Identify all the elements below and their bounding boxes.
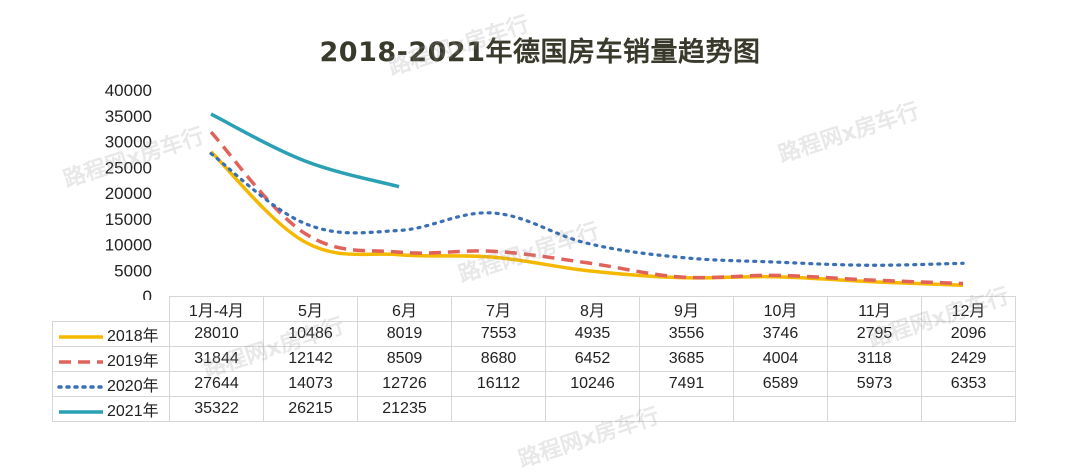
data-cell xyxy=(639,396,734,422)
legend-line-icon xyxy=(59,410,103,414)
y-tick-label: 5000 xyxy=(114,261,152,280)
data-cell: 6353 xyxy=(921,371,1016,397)
data-cell: 3685 xyxy=(639,346,734,372)
table-row: 2019年 31844 12142 8509 8680 6452 3685 4004 3118 2… xyxy=(52,346,1016,372)
data-cell: 3118 xyxy=(827,346,922,372)
legend-entry: 2020年 xyxy=(52,371,170,397)
data-cell: 2795 xyxy=(827,321,922,347)
data-cell: 12142 xyxy=(263,346,358,372)
data-cell: 6452 xyxy=(545,346,640,372)
y-tick-label: 10000 xyxy=(105,236,152,255)
table-corner xyxy=(52,296,170,322)
category-label: 5月 xyxy=(263,296,358,322)
category-label: 8月 xyxy=(545,296,640,322)
data-cell: 12726 xyxy=(357,371,452,397)
y-tick-label: 30000 xyxy=(105,133,152,152)
series-line-2019年 xyxy=(209,130,964,286)
data-cell: 5973 xyxy=(827,371,922,397)
table-header-row: 1月-4月 5月 6月 7月 8月 9月 10月 11月 12月 xyxy=(52,296,1016,322)
data-cell: 14073 xyxy=(263,371,358,397)
y-tick-label: 0 xyxy=(143,287,152,300)
y-tick-label: 15000 xyxy=(105,210,152,229)
y-tick-label: 40000 xyxy=(105,81,152,100)
data-cell: 10486 xyxy=(263,321,358,347)
table-row: 2021年 35322 26215 21235 xyxy=(52,396,1016,422)
data-cell xyxy=(733,396,828,422)
data-cell: 4935 xyxy=(545,321,640,347)
data-cell: 10246 xyxy=(545,371,640,397)
data-cell: 6589 xyxy=(733,371,828,397)
data-cell: 2096 xyxy=(921,321,1016,347)
data-cell: 4004 xyxy=(733,346,828,372)
line-chart: 40000 35000 30000 25000 20000 15000 10000 5000 0 xyxy=(105,81,965,300)
data-cell: 3556 xyxy=(639,321,734,347)
data-cell: 7553 xyxy=(451,321,546,347)
legend-label: 2018年 xyxy=(107,328,159,345)
data-cell: 2429 xyxy=(921,346,1016,372)
legend-line-icon xyxy=(59,360,103,364)
category-label: 10月 xyxy=(733,296,828,322)
data-cell: 31844 xyxy=(169,346,264,372)
category-label: 7月 xyxy=(451,296,546,322)
data-cell: 16112 xyxy=(451,371,546,397)
data-cell: 21235 xyxy=(357,396,452,422)
category-label: 11月 xyxy=(827,296,922,322)
y-tick-label: 20000 xyxy=(105,184,152,203)
legend-entry: 2021年 xyxy=(52,396,170,422)
data-cell xyxy=(451,396,546,422)
y-tick-label: 25000 xyxy=(105,158,152,177)
legend-label: 2020年 xyxy=(107,378,159,395)
series-line-2021年 xyxy=(210,112,400,189)
data-cell: 28010 xyxy=(169,321,264,347)
data-cell: 8509 xyxy=(357,346,452,372)
legend-line-icon xyxy=(59,335,103,339)
y-tick-label: 35000 xyxy=(105,107,152,126)
data-cell: 35322 xyxy=(169,396,264,422)
data-table: 1月-4月 5月 6月 7月 8月 9月 10月 11月 12月 2018年 28010 10486… xyxy=(52,296,1016,422)
legend-entry: 2019年 xyxy=(52,346,170,372)
legend-label: 2021年 xyxy=(107,403,159,420)
data-cell: 26215 xyxy=(263,396,358,422)
category-label: 12月 xyxy=(921,296,1016,322)
data-cell xyxy=(545,396,640,422)
legend-line-icon xyxy=(57,385,105,389)
series-line-2020年 xyxy=(209,152,965,267)
category-label: 9月 xyxy=(639,296,734,322)
category-label: 1月-4月 xyxy=(169,296,264,322)
data-cell: 7491 xyxy=(639,371,734,397)
data-cell: 27644 xyxy=(169,371,264,397)
legend-entry: 2018年 xyxy=(52,321,170,347)
data-cell: 8680 xyxy=(451,346,546,372)
data-cell: 3746 xyxy=(733,321,828,347)
category-label: 6月 xyxy=(357,296,452,322)
data-cell xyxy=(921,396,1016,422)
data-cell xyxy=(827,396,922,422)
legend-label: 2019年 xyxy=(107,353,159,370)
chart-title: 2018-2021年德国房车销量趋势图 xyxy=(319,37,761,68)
table-row: 2020年 27644 14073 12726 16112 10246 7491 6589 59… xyxy=(52,371,1016,397)
table-row: 2018年 28010 10486 8019 7553 4935 3556 3746 2795 2… xyxy=(52,321,1016,347)
data-cell: 8019 xyxy=(357,321,452,347)
